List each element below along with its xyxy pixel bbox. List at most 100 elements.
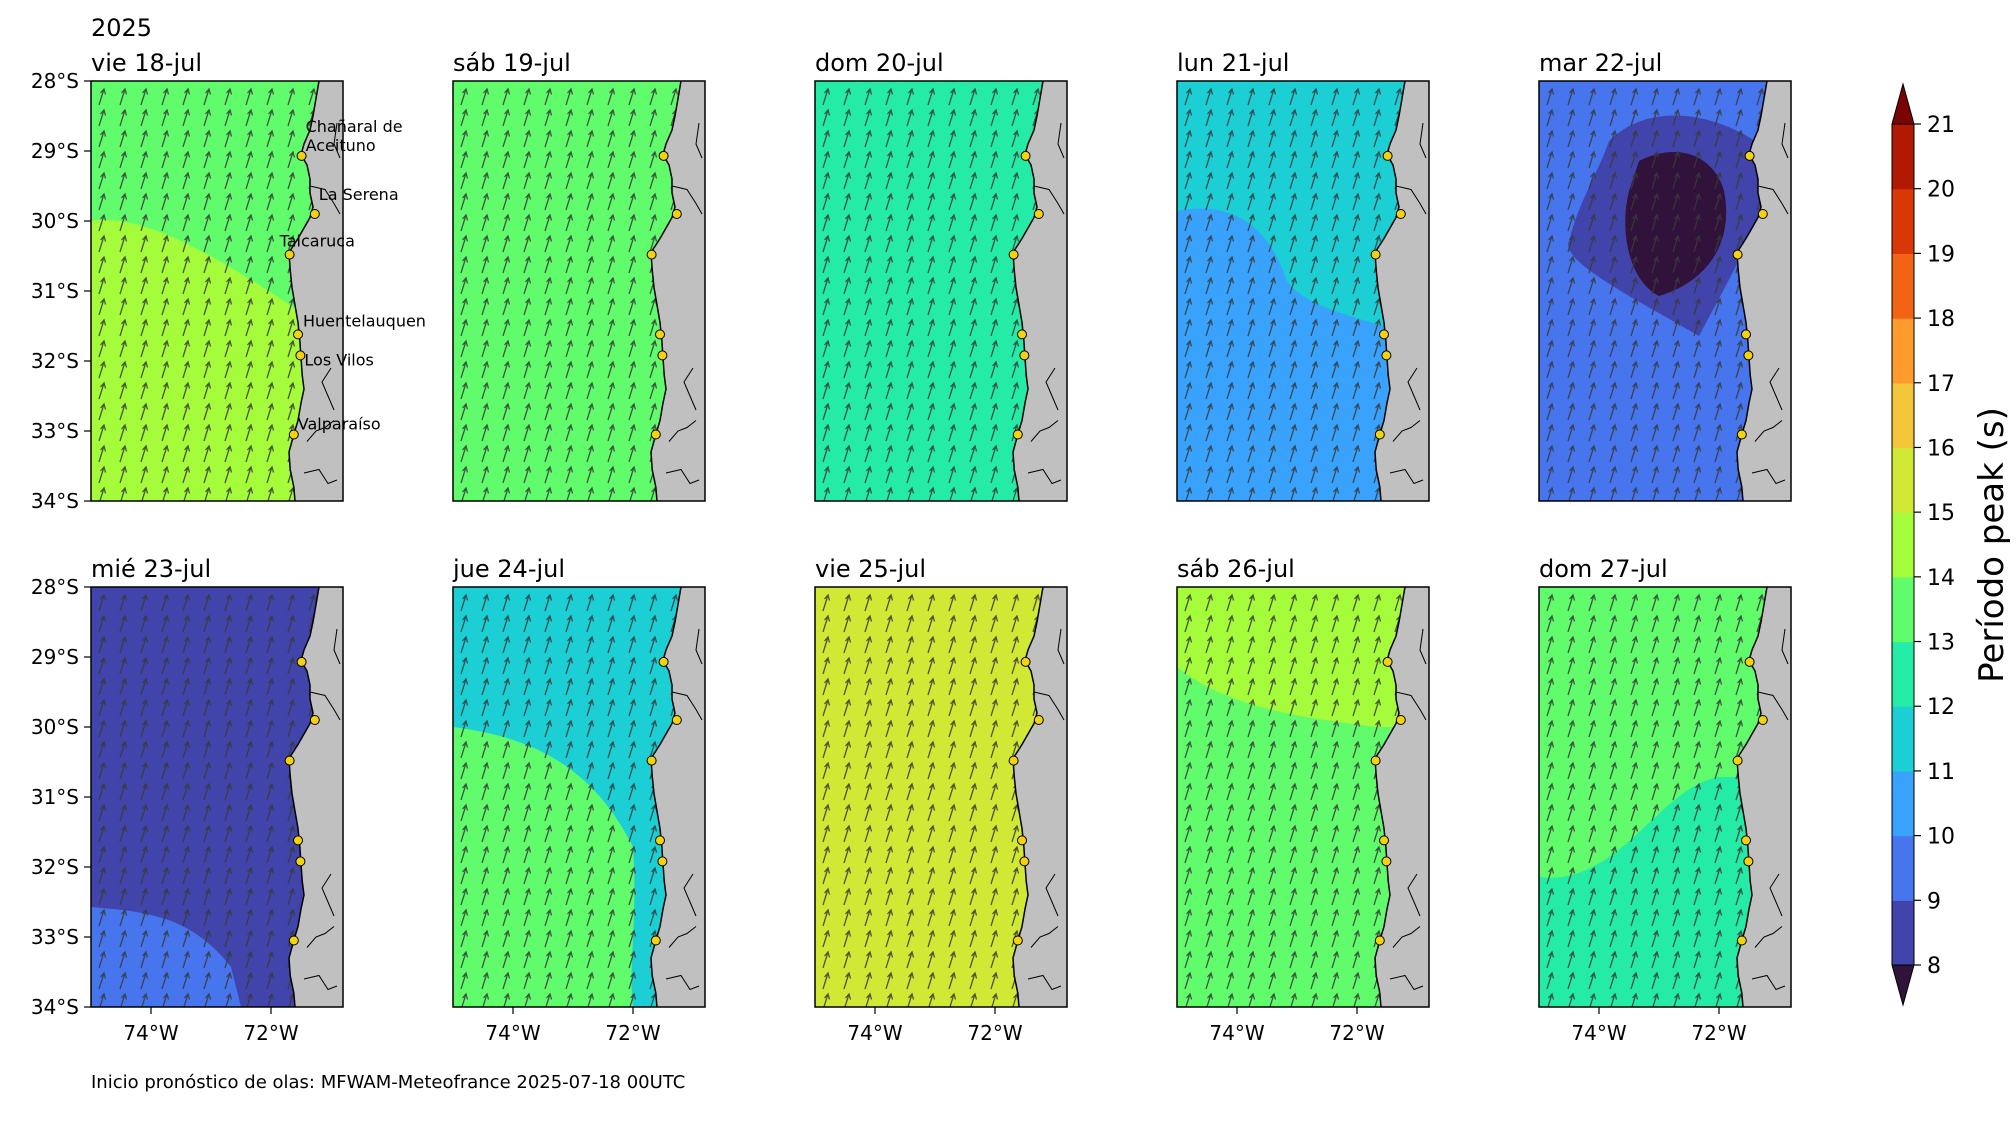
region-border [1045, 367, 1059, 411]
region-border [1027, 974, 1062, 991]
colorbar-tick-label: 18 [1927, 307, 1955, 332]
panel-frame [1176, 586, 1430, 1008]
lon-tick-label: 74°W [1571, 1021, 1626, 1045]
panel-field [453, 81, 705, 501]
location-marker [293, 329, 303, 340]
map-panel-2: sáb 19-jul [452, 49, 706, 502]
lat-tick-label: 33°S [31, 925, 79, 949]
location-marker [296, 656, 307, 667]
region-border [1419, 122, 1427, 159]
location-marker [1374, 935, 1385, 946]
lon-tick-label: 74°W [847, 1021, 902, 1045]
region-border [1033, 185, 1065, 215]
lon-tick-label: 72°W [967, 1021, 1022, 1045]
region-border [1057, 628, 1065, 665]
map-panel-7: jue 24-jul 74°W 72°W [452, 555, 706, 1045]
colorbar-segment [1892, 382, 1914, 449]
year-label: 2025 [91, 14, 152, 42]
colorbar-label: Período peak (s) [1972, 407, 2012, 683]
lat-tick-label: 33°S [31, 419, 79, 443]
colorbar-segment [1892, 770, 1914, 837]
location-marker [646, 755, 657, 766]
map-panel-3: dom 20-jul [814, 49, 1068, 502]
location-marker [1019, 350, 1030, 361]
colorbar-tick-label: 17 [1927, 372, 1955, 397]
location-marker [309, 209, 320, 219]
region-border [333, 628, 341, 665]
colorbar-segment [1892, 706, 1914, 772]
region-border [303, 468, 338, 485]
region-border [333, 122, 341, 159]
colorbar-tick-label: 9 [1927, 889, 1941, 914]
colorbar-tick-label: 8 [1927, 954, 1941, 979]
colorbar-tick-label: 15 [1927, 501, 1955, 526]
lat-tick-label: 32°S [31, 855, 79, 879]
location-marker [1381, 350, 1392, 361]
panel-date-title: lun 21-jul [1177, 49, 1289, 77]
location-marker [295, 350, 306, 361]
region-border [1057, 122, 1065, 159]
map-panel-10: dom 27-jul 74°W 72°W [1538, 555, 1792, 1045]
lat-tick-label: 29°S [31, 139, 79, 163]
location-marker [1017, 835, 1027, 846]
region-border [309, 185, 341, 215]
lat-tick-label: 30°S [31, 715, 79, 739]
region-border [1781, 122, 1789, 159]
panel-field [1177, 81, 1429, 501]
region-border [1389, 974, 1424, 991]
region-border [1395, 691, 1427, 721]
period-field-south [1539, 777, 1791, 1007]
region-border [668, 926, 697, 948]
region-border [321, 873, 335, 917]
location-marker [646, 249, 657, 260]
colorbar-tick-label: 21 [1927, 113, 1955, 138]
location-marker [1741, 329, 1751, 340]
location-marker [1736, 429, 1747, 440]
region-border [1027, 468, 1062, 485]
location-marker [658, 656, 669, 667]
colorbar-segment [1892, 124, 1914, 190]
location-marker [293, 835, 303, 846]
colorbar-segment [1892, 835, 1914, 901]
panel-frame [452, 80, 706, 502]
colorbar-tick-label: 13 [1927, 631, 1955, 656]
map-panel-8: vie 25-jul 74°W 72°W [814, 555, 1068, 1045]
location-marker [657, 350, 668, 361]
period-field-south [91, 219, 343, 501]
colorbar-tick-label: 14 [1927, 566, 1955, 591]
location-marker [1382, 656, 1393, 667]
location-marker [309, 715, 320, 725]
period-field-south [453, 727, 635, 1007]
location-marker [1757, 209, 1768, 219]
region-border [671, 691, 703, 721]
region-border [1754, 420, 1783, 442]
colorbar-frame [1891, 123, 1915, 966]
location-marker [1395, 209, 1406, 219]
region-border [321, 367, 335, 411]
location-marker [655, 835, 665, 846]
region-border [695, 628, 703, 665]
region-border [1781, 628, 1789, 665]
region-border [671, 185, 703, 215]
colorbar-tick-label: 12 [1927, 695, 1955, 720]
region-border [683, 873, 697, 917]
lat-tick-label: 31°S [31, 279, 79, 303]
location-marker [1381, 856, 1392, 867]
lat-tick-label: 29°S [31, 645, 79, 669]
region-border [1757, 691, 1789, 721]
colorbar-segment [1892, 447, 1914, 513]
lat-tick-label: 30°S [31, 209, 79, 233]
panel-date-title: dom 27-jul [1539, 555, 1668, 583]
location-marker [1732, 249, 1743, 260]
location-marker [658, 150, 669, 161]
colorbar-segment [1892, 512, 1914, 578]
location-marker [1744, 656, 1755, 667]
panel-frame [1538, 80, 1792, 502]
location-label: Los Vilos [304, 350, 373, 369]
location-marker [288, 429, 299, 440]
location-marker [650, 935, 661, 946]
location-marker [1012, 935, 1023, 946]
colorbar-extend-top [1891, 82, 1915, 125]
location-marker [1736, 935, 1747, 946]
